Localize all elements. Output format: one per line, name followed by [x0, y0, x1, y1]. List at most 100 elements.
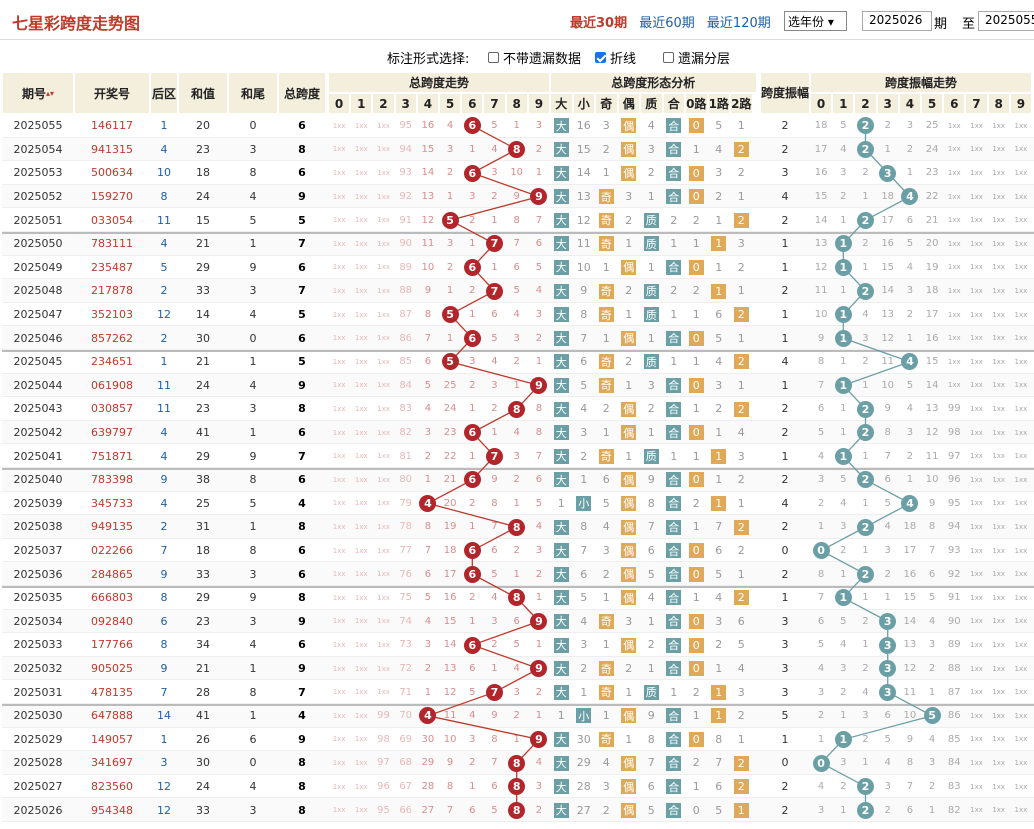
amp-miss: 2	[906, 309, 914, 321]
amp-miss: 1xx	[947, 381, 961, 390]
span-miss: 1xx	[332, 263, 346, 272]
form-hit: 小	[576, 708, 592, 724]
amp-miss: 2	[840, 545, 847, 557]
issue-cell: 2025040	[13, 473, 63, 487]
form-hit: 质	[643, 448, 659, 464]
amp-miss: 6	[884, 710, 891, 722]
checkbox-icon[interactable]	[663, 52, 674, 63]
amp-miss: 1xx	[992, 334, 1006, 343]
sum-cell: 23	[196, 614, 210, 628]
amp-miss: 1xx	[970, 806, 983, 815]
span-miss: 1	[446, 332, 454, 344]
span-digit-header: 5	[439, 93, 462, 114]
span-miss: 1xx	[354, 428, 368, 437]
sum-cell: 23	[196, 402, 210, 416]
form-hit: 合	[666, 330, 682, 346]
form-hit: 大	[553, 377, 569, 393]
amp-miss: 8	[817, 356, 825, 368]
form-miss: 2	[670, 284, 678, 298]
span-miss: 70	[399, 710, 413, 722]
form-miss: 27	[576, 803, 591, 817]
sort-icon[interactable]: ▴▾	[45, 88, 55, 98]
form-col-header: 偶	[617, 93, 640, 114]
amp-miss: 1xx	[1014, 546, 1028, 555]
range-60-link[interactable]: 最近60期	[639, 16, 695, 31]
span-digit-header: 1	[350, 93, 373, 114]
range-120-link[interactable]: 最近120期	[706, 16, 771, 31]
amp-miss: 13	[903, 639, 917, 651]
span-cell: 7	[298, 685, 306, 699]
sum-cell: 41	[196, 426, 210, 440]
amp-miss: 4	[906, 403, 914, 415]
form-miss: 3	[602, 780, 610, 794]
span-ball: 8	[508, 801, 526, 819]
span-miss: 1	[513, 733, 520, 745]
sum-cell: 29	[196, 591, 210, 605]
form-hit: 大	[553, 189, 569, 205]
span-miss: 1xx	[377, 286, 390, 295]
back-cell: 12	[157, 308, 171, 322]
form-hit: 合	[666, 141, 682, 157]
span-miss: 1xx	[332, 688, 346, 697]
amp-ball: 1	[834, 376, 852, 394]
to-issue-input[interactable]: 2025055	[978, 11, 1034, 31]
issue-cell: 2025036	[13, 567, 63, 581]
form-hit: 奇	[598, 283, 614, 299]
form-miss: 2	[625, 213, 633, 227]
back-cell: 6	[160, 614, 168, 628]
checkbox-icon[interactable]	[488, 52, 499, 63]
back-cell: 4	[160, 426, 168, 440]
amp-miss: 1	[862, 379, 869, 391]
from-issue-input[interactable]: 2025026	[862, 11, 932, 31]
form-miss: 7	[715, 520, 723, 534]
number-cell: 751871	[91, 449, 133, 463]
year-select[interactable]: 选年份 ▾	[784, 11, 847, 31]
form-hit: 合	[666, 377, 682, 393]
tail-cell: 3	[249, 402, 257, 416]
form-hit: 合	[666, 189, 682, 205]
option-no-omission[interactable]: 不带遗漏数据	[488, 48, 581, 67]
form-hit: 偶	[621, 779, 637, 795]
range-30-link[interactable]: 最近30期	[570, 16, 628, 31]
amp-miss: 1	[840, 710, 847, 722]
issue-cell: 2025049	[13, 260, 63, 274]
span-miss: 6	[535, 474, 543, 486]
form-miss: 3	[737, 237, 745, 251]
span-miss: 15	[443, 615, 457, 627]
form-miss: 15	[576, 142, 591, 156]
option-layered[interactable]: 遗漏分层	[663, 48, 730, 67]
option-polyline[interactable]: 折线	[595, 48, 636, 67]
amp-miss: 20	[925, 238, 939, 250]
issue-header[interactable]: 期号 ▴▾	[2, 72, 74, 114]
top-bar: 七星彩跨度走势图 最近30期 最近60期 最近120期 选年份 ▾ 202502…	[0, 0, 1034, 40]
sum-cell: 18	[196, 544, 210, 558]
amp-miss: 16	[925, 332, 939, 344]
span-miss: 85	[399, 356, 413, 368]
amp-miss: 1xx	[1014, 121, 1028, 130]
form-miss: 2	[647, 402, 655, 416]
form-miss: 1	[692, 591, 700, 605]
form-hit: 大	[553, 684, 569, 700]
amp-digit-header: 3	[876, 93, 899, 114]
span-miss: 66	[399, 804, 413, 816]
form-miss: 9	[580, 284, 588, 298]
sum-cell: 18	[196, 166, 210, 180]
form-hit: 合	[666, 566, 682, 582]
form-miss: 4	[737, 662, 745, 676]
form-miss: 2	[602, 567, 610, 581]
span-miss: 1	[513, 379, 520, 391]
amp-miss: 6	[817, 615, 825, 627]
form-miss: 2	[647, 166, 655, 180]
amp-miss: 2	[862, 167, 869, 179]
span-miss: 1	[535, 592, 543, 604]
span-miss: 1xx	[332, 806, 346, 815]
form-hit: 偶	[621, 590, 637, 606]
form-miss: 2	[602, 142, 610, 156]
tail-cell: 4	[249, 190, 257, 204]
span-miss: 2	[491, 403, 498, 415]
amp-miss: 5	[817, 639, 825, 651]
span-miss: 1xx	[332, 640, 346, 649]
checkbox-checked-icon[interactable]	[595, 52, 606, 63]
span-ball: 7	[486, 447, 503, 465]
amp-miss: 1xx	[992, 357, 1006, 366]
